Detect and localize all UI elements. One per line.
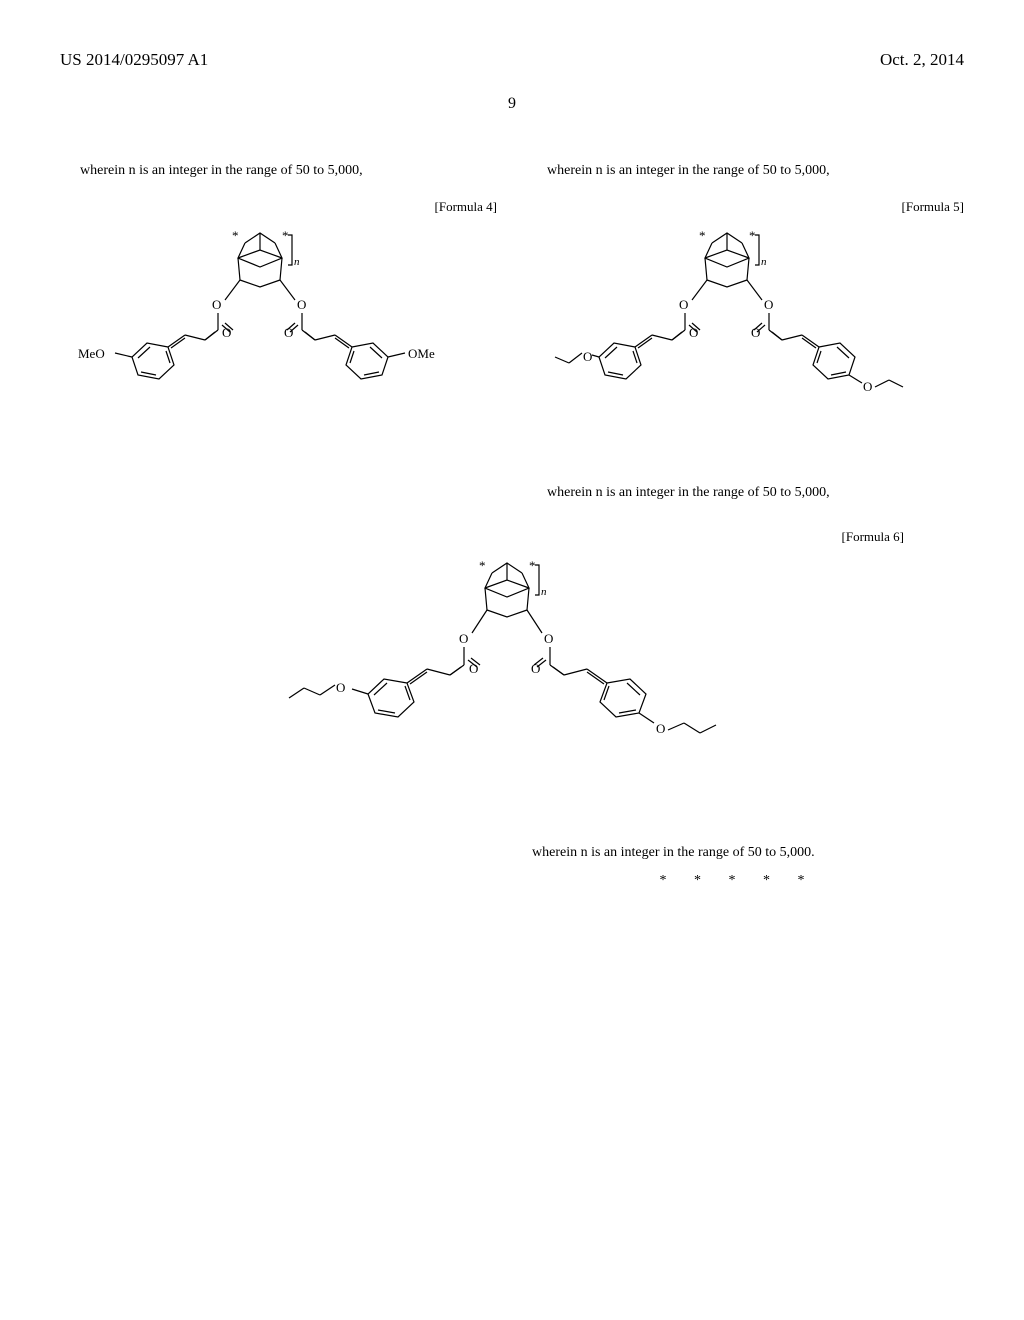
svg-text:O: O [284, 325, 293, 340]
svg-text:O: O [297, 297, 306, 312]
svg-text:OMe: OMe [408, 346, 435, 361]
wherein-text-3: wherein n is an integer in the range of … [527, 485, 964, 501]
formula6-section: [Formula 6] * * n O O O [60, 529, 964, 889]
left-column: wherein n is an integer in the range of … [60, 163, 497, 509]
svg-text:O: O [212, 297, 221, 312]
formula6-structure: * * n O O O [60, 555, 964, 815]
svg-text:O: O [751, 325, 760, 340]
right-column: wherein n is an integer in the range of … [527, 163, 964, 509]
svg-text:O: O [656, 721, 665, 736]
wherein-text-2: wherein n is an integer in the range of … [527, 163, 964, 179]
formula5-structure: * * n O O O [527, 225, 964, 455]
formula4-label: [Formula 4] [60, 199, 497, 215]
wherein-text-final: wherein n is an integer in the range of … [512, 845, 964, 861]
svg-text:*: * [232, 228, 239, 243]
svg-text:*: * [282, 228, 289, 243]
svg-text:O: O [679, 297, 688, 312]
svg-text:MeO: MeO [78, 346, 105, 361]
svg-text:*: * [699, 228, 706, 243]
end-marks: * * * * * [512, 873, 964, 889]
svg-text:O: O [459, 631, 468, 646]
svg-text:*: * [529, 558, 536, 573]
svg-text:O: O [863, 379, 872, 394]
formula4-structure: * * n O O O [60, 225, 497, 455]
svg-text:n: n [761, 256, 767, 268]
svg-text:O: O [336, 680, 345, 695]
svg-text:O: O [544, 631, 553, 646]
formula5-label: [Formula 5] [527, 199, 964, 215]
publication-date: Oct. 2, 2014 [880, 50, 964, 70]
svg-text:O: O [583, 349, 592, 364]
svg-text:n: n [294, 256, 300, 268]
patent-number: US 2014/0295097 A1 [60, 50, 208, 70]
svg-text:*: * [749, 228, 756, 243]
svg-text:n: n [541, 586, 547, 598]
page-number: 9 [60, 95, 964, 113]
svg-text:O: O [764, 297, 773, 312]
svg-text:*: * [479, 558, 486, 573]
formula6-label: [Formula 6] [60, 529, 964, 545]
wherein-text-1: wherein n is an integer in the range of … [60, 163, 497, 179]
